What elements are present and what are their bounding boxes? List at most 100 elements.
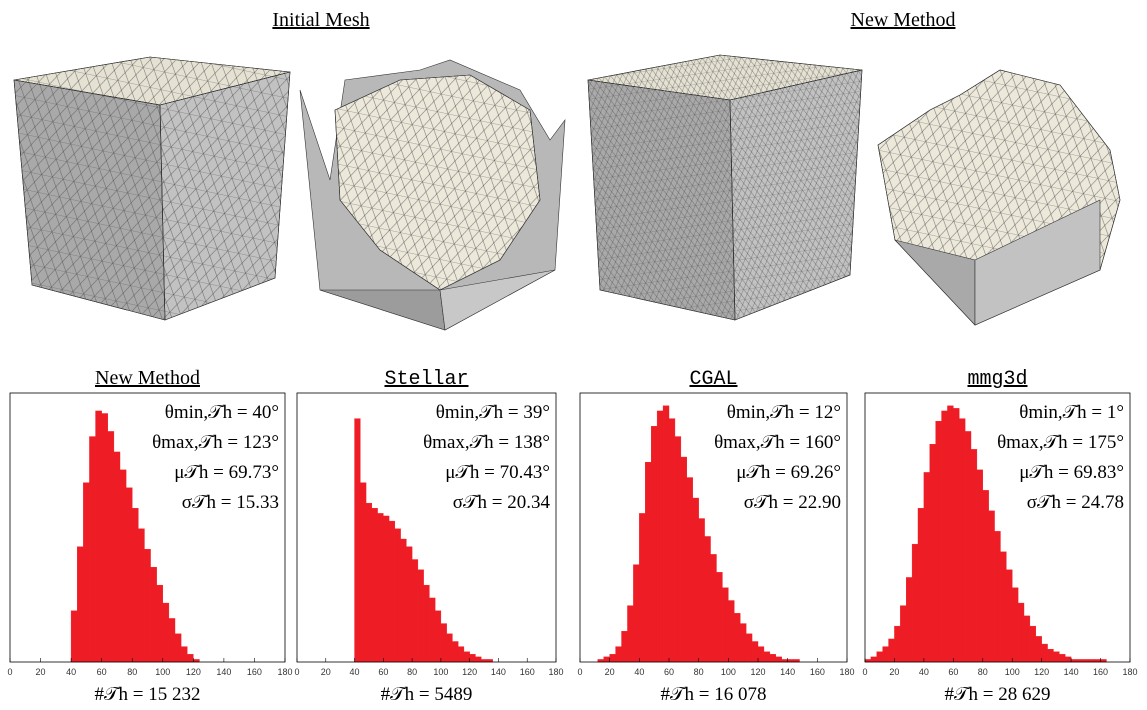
bar [918,508,924,662]
bar [610,654,616,662]
bar [657,411,663,662]
annotation: σ𝒯h = 24.78 [1027,492,1124,513]
bar [776,657,782,662]
bar [959,419,965,662]
bar [383,516,389,662]
bar [953,408,959,662]
bar [924,472,930,662]
bar [716,572,722,662]
bar [622,631,628,662]
annotation: μ𝒯h = 69.73° [174,462,279,483]
x-tick-label: 20 [889,667,899,677]
bar [722,588,728,662]
annotation: θmax,𝒯h = 175° [997,432,1124,453]
chart-title: Stellar [384,368,468,391]
bar [181,647,187,662]
bar [1036,636,1042,662]
figure: Initial Mesh New Method New Method020406… [0,0,1147,710]
x-tick-label: 40 [919,667,929,677]
bar [965,431,971,662]
bar [995,531,1001,662]
bar [452,642,458,662]
bar [669,419,675,662]
x-tick-label: 80 [407,667,417,677]
chart-title: New Method [95,367,200,389]
bar [360,483,366,662]
bar [639,513,645,662]
bar [989,511,995,662]
x-tick-label: 60 [378,667,388,677]
count-label: #𝒯h = 16 078 [660,684,766,705]
bar [1024,616,1030,662]
bar [900,606,906,662]
count-label: #𝒯h = 15 232 [94,684,200,705]
bar [883,647,889,662]
bar [151,567,157,662]
x-tick-label: 40 [66,667,76,677]
mesh-image [588,55,862,320]
x-tick-label: 180 [548,667,563,677]
x-tick-label: 160 [1093,667,1108,677]
x-tick-label: 0 [577,667,582,677]
bar [947,406,953,662]
bar [740,624,746,662]
bar [175,634,181,662]
bar [604,657,610,662]
bar [1000,552,1006,662]
annotation: θmin,𝒯h = 12° [727,402,841,423]
bar [96,411,102,662]
bar [711,554,717,662]
bar [1006,570,1012,662]
bar [458,647,464,662]
annotation: θmax,𝒯h = 138° [423,432,550,453]
bar [424,585,430,662]
bar [102,413,108,662]
bar [877,652,883,662]
x-tick-label: 160 [520,667,535,677]
x-tick-label: 100 [721,667,736,677]
annotation: θmin,𝒯h = 1° [1019,402,1124,423]
annotation: σ𝒯h = 22.90 [744,492,841,513]
bar [645,462,651,662]
bar [406,547,412,662]
count-label: #𝒯h = 5489 [381,684,473,705]
bar [464,652,470,662]
bar [163,603,169,662]
bar [435,611,441,662]
bar [441,624,447,662]
x-tick-label: 140 [780,667,795,677]
bar [734,613,740,662]
x-tick-label: 180 [1122,667,1137,677]
x-tick-label: 180 [839,667,854,677]
mesh-image [878,70,1120,325]
bar [389,521,395,662]
x-tick-label: 120 [186,667,201,677]
bar [355,419,361,662]
x-tick-label: 120 [462,667,477,677]
bar [1030,626,1036,662]
bar [144,549,150,662]
bar [687,478,693,662]
bar [169,618,175,662]
annotation: θmin,𝒯h = 40° [165,402,279,423]
bar [429,598,435,662]
bar [83,483,89,662]
x-tick-label: 100 [433,667,448,677]
chart-title: CGAL [689,368,737,391]
bar [77,547,83,662]
annotation: μ𝒯h = 69.26° [736,462,841,483]
annotation: μ𝒯h = 69.83° [1019,462,1124,483]
bar [912,544,918,662]
bar [699,519,705,662]
bar [412,560,418,662]
bar [651,426,657,662]
bar [942,411,948,662]
bar [71,611,77,662]
annotation: θmin,𝒯h = 39° [436,402,550,423]
bar [132,508,138,662]
x-tick-label: 180 [277,667,292,677]
annotation: θmax,𝒯h = 160° [714,432,841,453]
x-tick-label: 20 [36,667,46,677]
bar [971,449,977,662]
bar [366,503,372,662]
